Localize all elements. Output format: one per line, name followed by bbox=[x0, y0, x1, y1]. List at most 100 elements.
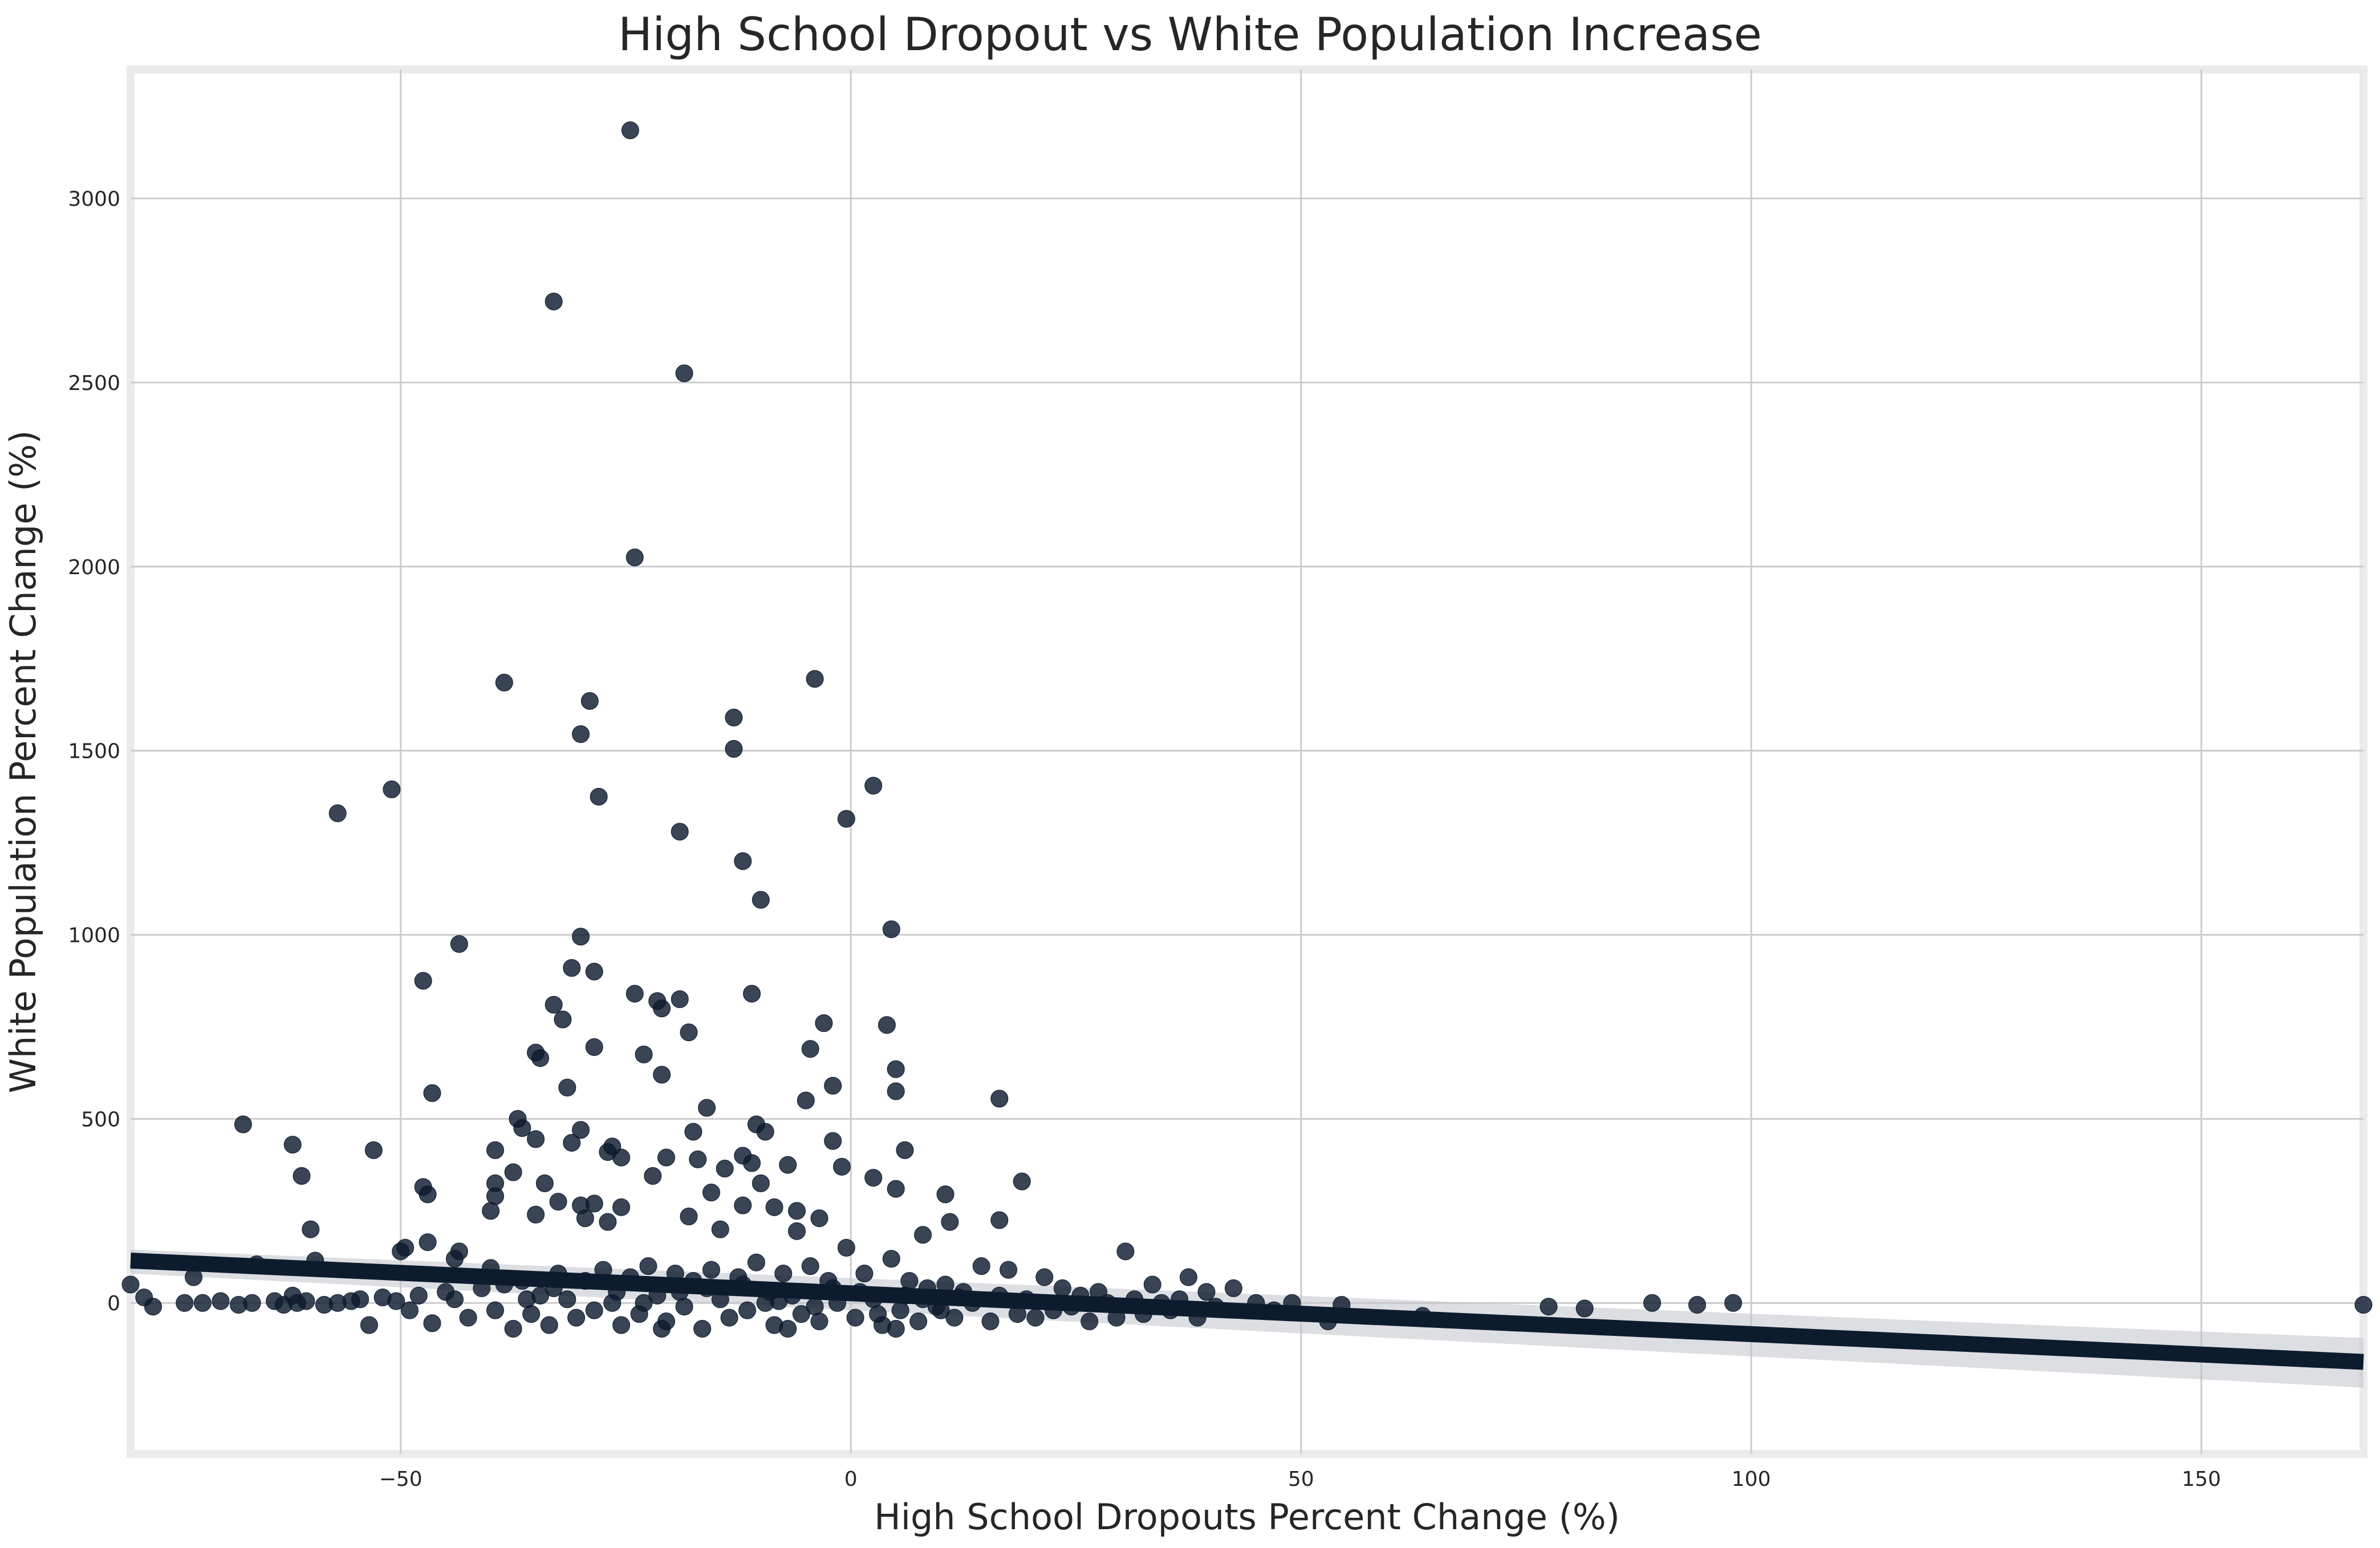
data-point bbox=[887, 1060, 905, 1078]
data-point bbox=[283, 1136, 302, 1154]
data-point bbox=[702, 1184, 720, 1202]
data-point bbox=[527, 1130, 545, 1148]
data-point bbox=[711, 1220, 729, 1238]
data-point bbox=[545, 292, 563, 311]
data-point bbox=[1575, 1299, 1594, 1318]
regression-line bbox=[130, 1252, 2364, 1370]
data-point bbox=[580, 692, 599, 710]
data-point bbox=[414, 972, 432, 990]
data-point bbox=[684, 1123, 702, 1141]
data-point bbox=[824, 1132, 842, 1150]
data-point bbox=[459, 1309, 477, 1327]
data-points bbox=[121, 121, 2373, 1338]
data-point bbox=[1197, 1283, 1216, 1301]
data-point bbox=[990, 1211, 1009, 1229]
data-point bbox=[945, 1309, 964, 1327]
data-point bbox=[1688, 1295, 1707, 1314]
data-point bbox=[909, 1313, 928, 1331]
data-point bbox=[626, 548, 644, 567]
data-point bbox=[797, 1091, 815, 1110]
data-point bbox=[576, 1209, 594, 1228]
data-point bbox=[419, 1185, 437, 1204]
data-point bbox=[765, 1198, 783, 1216]
data-point bbox=[1724, 1294, 1743, 1312]
data-point bbox=[747, 1253, 765, 1271]
data-point bbox=[144, 1298, 162, 1316]
data-point bbox=[599, 1213, 617, 1231]
data-point bbox=[1143, 1275, 1161, 1294]
data-point bbox=[806, 670, 824, 688]
data-point bbox=[832, 1157, 851, 1176]
data-point bbox=[612, 1148, 631, 1167]
x-axis-label: High School Dropouts Percent Change (%) bbox=[874, 1496, 1620, 1538]
data-point bbox=[747, 1115, 765, 1133]
data-point bbox=[572, 725, 590, 743]
data-point bbox=[1026, 1309, 1045, 1327]
data-point bbox=[779, 1319, 797, 1338]
data-point bbox=[328, 804, 347, 822]
data-point bbox=[585, 1301, 603, 1319]
data-point bbox=[869, 1305, 887, 1323]
data-point bbox=[563, 959, 581, 977]
data-point bbox=[891, 1301, 909, 1319]
data-point bbox=[734, 1196, 752, 1214]
data-point bbox=[801, 1257, 819, 1275]
data-point bbox=[743, 1154, 761, 1172]
x-tick-label: 0 bbox=[844, 1468, 858, 1491]
y-tick-label: 2500 bbox=[68, 372, 120, 395]
data-point bbox=[635, 1045, 653, 1063]
data-point bbox=[972, 1257, 990, 1275]
data-point bbox=[2354, 1295, 2373, 1314]
data-point bbox=[504, 1319, 522, 1338]
data-point bbox=[1643, 1294, 1662, 1312]
data-point bbox=[657, 1148, 676, 1167]
y-tick-label: 500 bbox=[81, 1108, 120, 1131]
data-point bbox=[815, 1014, 833, 1032]
data-point bbox=[990, 1090, 1009, 1108]
data-point bbox=[896, 1141, 914, 1159]
data-point bbox=[787, 1222, 806, 1240]
data-point bbox=[792, 1305, 810, 1323]
data-point bbox=[486, 1141, 505, 1159]
data-point bbox=[612, 1316, 631, 1334]
data-point bbox=[837, 810, 855, 828]
data-point bbox=[423, 1084, 441, 1102]
data-point bbox=[621, 121, 639, 140]
data-point bbox=[626, 985, 644, 1003]
data-point bbox=[1081, 1313, 1099, 1331]
data-point bbox=[680, 1023, 698, 1042]
data-point bbox=[293, 1167, 311, 1185]
data-point bbox=[725, 740, 743, 758]
data-point bbox=[1540, 1298, 1558, 1316]
data-point bbox=[409, 1286, 428, 1305]
data-point bbox=[567, 1309, 586, 1327]
data-point bbox=[1116, 1242, 1135, 1261]
regression-layer bbox=[130, 1252, 2364, 1370]
data-point bbox=[590, 787, 608, 806]
data-point bbox=[351, 1290, 369, 1309]
data-point bbox=[360, 1316, 378, 1334]
data-point bbox=[846, 1309, 864, 1327]
data-point bbox=[419, 1233, 437, 1252]
data-point bbox=[482, 1202, 500, 1220]
data-point bbox=[675, 364, 693, 383]
data-point bbox=[518, 1290, 536, 1309]
data-point bbox=[936, 1185, 955, 1204]
y-tick-label: 1500 bbox=[68, 740, 120, 763]
data-point bbox=[486, 1187, 505, 1205]
data-point bbox=[887, 1319, 905, 1338]
data-point bbox=[864, 777, 883, 795]
y-axis-label: White Population Percent Change (%) bbox=[2, 430, 44, 1094]
data-point bbox=[545, 996, 563, 1014]
data-point bbox=[585, 1038, 603, 1056]
data-point bbox=[738, 1301, 757, 1319]
data-point bbox=[824, 1076, 842, 1095]
data-point bbox=[680, 1207, 698, 1225]
data-point bbox=[689, 1150, 707, 1168]
data-point bbox=[725, 709, 743, 727]
data-point bbox=[486, 1301, 505, 1319]
data-point bbox=[392, 1242, 410, 1261]
data-point bbox=[450, 935, 468, 953]
plot-area bbox=[127, 66, 2367, 1458]
data-point bbox=[941, 1213, 959, 1231]
